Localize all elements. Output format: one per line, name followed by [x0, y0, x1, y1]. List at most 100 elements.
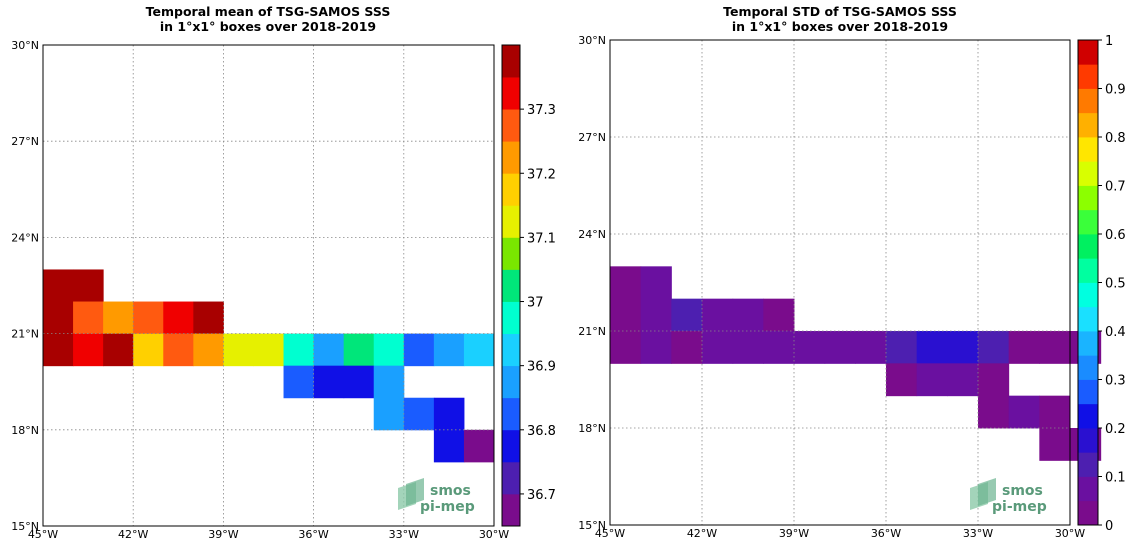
y-tick-labels: 15°N 18°N 21°N 24°N 27°N 30°N [11, 39, 39, 533]
x-tick-label: 39°W [208, 528, 238, 538]
heatmap-cell [313, 333, 345, 367]
colorbar-segment [502, 141, 520, 174]
colorbar-segment [1078, 64, 1098, 89]
x-tick-label: 45°W [28, 528, 58, 538]
heatmap-cell [373, 397, 405, 431]
heatmap-cells [43, 269, 495, 463]
colorbar-tick-label: 0.6 [1105, 228, 1126, 243]
x-tick-label: 36°W [871, 527, 901, 538]
heatmap-cell [373, 365, 405, 399]
heatmap-cell [433, 397, 465, 431]
colorbar-segment [1078, 209, 1098, 235]
chart-title-line1: Temporal mean of TSG-SAMOS SSS [146, 4, 391, 19]
colorbar-segment [1078, 355, 1098, 380]
heatmap-cell [193, 333, 224, 367]
heatmap-cells [610, 266, 1102, 461]
colorbar-segment [1078, 185, 1098, 211]
heatmap-cell [43, 269, 74, 303]
colorbar-tick-label: 0.8 [1105, 131, 1126, 146]
x-tick-label: 33°W [963, 527, 993, 538]
colorbar-segment [1078, 428, 1098, 453]
colorbar-tick-label: 0.7 [1105, 180, 1126, 195]
colorbar-segment [1078, 306, 1098, 332]
colorbar-segment [502, 333, 520, 367]
colorbar-segment [1078, 112, 1098, 138]
x-tick-label: 36°W [298, 528, 328, 538]
colorbar-segment [1078, 234, 1098, 259]
heatmap-cell [916, 331, 948, 364]
x-tick-label: 30°W [479, 528, 509, 538]
heatmap-cell [223, 333, 254, 367]
y-tick-label: 18°N [578, 422, 606, 435]
heatmap-cell [433, 333, 465, 367]
colorbar-tick-label: 0.2 [1105, 422, 1126, 437]
heatmap-cell [103, 333, 134, 367]
y-tick-label: 24°N [578, 228, 606, 241]
colorbar-segment [502, 429, 520, 463]
colorbar-segment [502, 269, 520, 302]
heatmap-cell [978, 331, 1010, 364]
y-tick-labels: 15°N 18°N 21°N 24°N 27°N 30°N [578, 34, 606, 532]
colorbar-tick-label: 37.2 [527, 167, 556, 182]
logo-line2: pi-mep [992, 499, 1047, 515]
heatmap-cell [732, 298, 764, 332]
heatmap-cell [163, 301, 194, 335]
heatmap-cell [373, 333, 405, 367]
heatmap-cell [1039, 428, 1071, 461]
heatmap-cell [886, 363, 918, 397]
colorbar-segment [1078, 40, 1098, 65]
heatmap-cell [978, 395, 1010, 429]
heatmap-cell [133, 333, 164, 367]
heatmap-cell [313, 365, 345, 399]
colorbar-tick-labels: 0 0.1 0.2 0.3 0.4 0.5 0.6 0.7 0.8 0.9 1 [1098, 34, 1126, 534]
colorbar-segment [1078, 476, 1098, 502]
colorbar-tick-label: 37 [527, 296, 544, 311]
heatmap-cell [640, 266, 672, 300]
heatmap-cell [640, 331, 672, 364]
heatmap-cell [73, 269, 104, 303]
colorbar-segment [502, 397, 520, 431]
colorbar-frame [501, 44, 521, 527]
heatmap-cell [403, 397, 435, 431]
y-tick-label: 24°N [11, 231, 39, 244]
colorbar-segment [1078, 282, 1098, 308]
heatmap-cell [343, 365, 375, 399]
heatmap-cell [610, 266, 642, 300]
colorbar-segment [1078, 452, 1098, 477]
smos-pi-mep-logo: smos pi-mep [970, 478, 1047, 515]
colorbar-tick-label: 0 [1105, 519, 1113, 534]
colorbar-segment [1078, 137, 1098, 162]
heatmap-cell [433, 429, 465, 463]
colorbar-segment [502, 205, 520, 238]
heatmap-cell [824, 331, 856, 364]
x-tick-label: 33°W [389, 528, 419, 538]
y-tick-label: 15°N [11, 520, 39, 533]
colorbar-tick-label: 0.3 [1105, 374, 1126, 389]
colorbar-tick-label: 0.9 [1105, 83, 1126, 98]
logo-line1: smos [1002, 483, 1043, 499]
heatmap-cell [253, 333, 285, 367]
heatmap-cell [947, 363, 979, 397]
heatmap-cell [163, 333, 194, 367]
y-tick-label: 30°N [578, 34, 606, 47]
heatmap-cell [763, 298, 795, 332]
colorbar-segment [502, 45, 520, 78]
heatmap-cell [343, 333, 375, 367]
gridlines [42, 44, 495, 527]
x-tick-label: 42°W [687, 527, 717, 538]
logo-line1: smos [430, 483, 471, 499]
heatmap-cell [855, 331, 887, 364]
colorbar-segment [502, 173, 520, 206]
colorbar [1077, 39, 1099, 526]
heatmap-cell [794, 331, 826, 364]
mean-sss-panel: Temporal mean of TSG-SAMOS SSS in 1°x1° … [11, 4, 556, 538]
heatmap-cell [43, 333, 74, 367]
chart-title-line2: in 1°x1° boxes over 2018-2019 [732, 19, 948, 34]
y-tick-label: 21°N [578, 325, 606, 338]
colorbar-tick-label: 37.1 [527, 231, 556, 246]
colorbar-tick-label: 0.1 [1105, 471, 1126, 486]
colorbar-segment [502, 109, 520, 142]
colorbar-tick-label: 37.3 [527, 103, 556, 118]
heatmap-cell [886, 331, 918, 364]
colorbar-segment [1078, 331, 1098, 356]
